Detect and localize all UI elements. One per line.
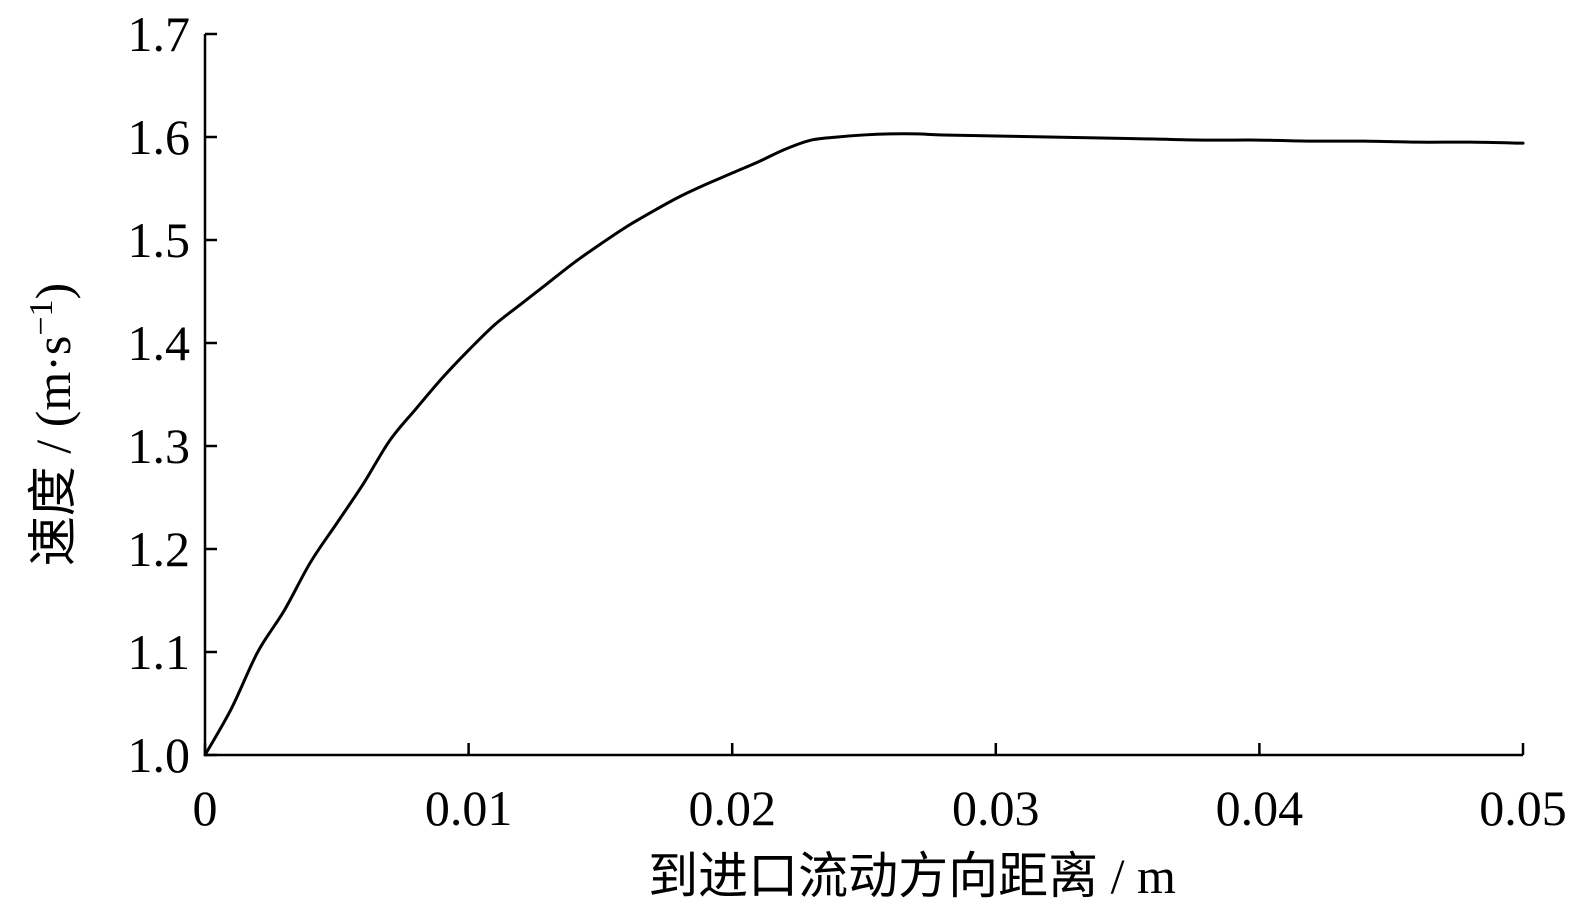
x-tick-label: 0.03 bbox=[952, 780, 1040, 836]
y-tick-label: 1.1 bbox=[128, 624, 191, 680]
ticks: 1.0 1.1 1.2 1.3 1.4 1.5 1.6 1.7 0 0.01 0.02 0.03 0.0… bbox=[128, 6, 1567, 836]
y-tick-label: 1.0 bbox=[128, 727, 191, 783]
y-axis-label-close: ) bbox=[25, 283, 81, 300]
x-axis-label: 到进口流动方向距离 / m bbox=[648, 848, 1176, 904]
y-tick-label: 1.5 bbox=[128, 212, 191, 268]
y-tick-label: 1.6 bbox=[128, 109, 191, 165]
series-line bbox=[203, 132, 1525, 757]
x-tick-label: 0.04 bbox=[1216, 780, 1304, 836]
y-tick-label: 1.3 bbox=[128, 418, 191, 474]
y-axis-label: 速度 / (m·s−1) bbox=[23, 283, 82, 566]
y-tick-label: 1.7 bbox=[128, 6, 191, 62]
axes bbox=[203, 34, 1523, 757]
y-tick-label: 1.2 bbox=[128, 521, 191, 577]
y-axis-label-main: 速度 / (m·s bbox=[25, 336, 81, 567]
series-group bbox=[203, 132, 1525, 757]
x-tick-label: 0 bbox=[193, 780, 218, 836]
y-axis-label-superscript: −1 bbox=[23, 299, 60, 335]
y-tick-label: 1.4 bbox=[128, 315, 191, 371]
x-tick-label: 0.02 bbox=[688, 780, 776, 836]
x-tick-label: 0.05 bbox=[1479, 780, 1567, 836]
x-tick-label: 0.01 bbox=[425, 780, 513, 836]
